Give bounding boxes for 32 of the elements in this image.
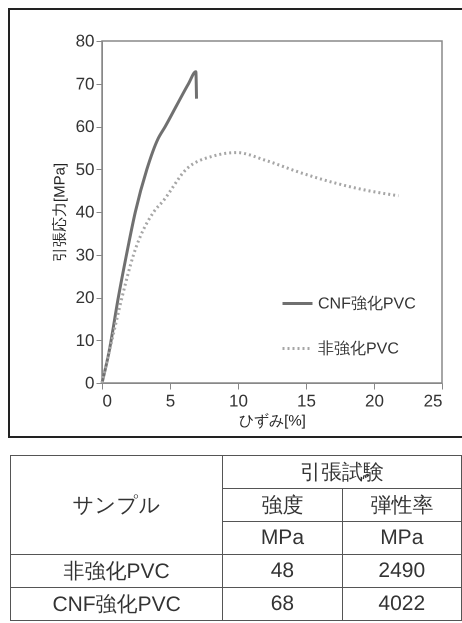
y-tick-label: 10 (76, 330, 94, 350)
x-tick-label: 0 (102, 392, 112, 410)
text: 非強化PVC (10, 554, 223, 588)
text: 2490 (342, 554, 462, 588)
text: 強度 (222, 488, 342, 522)
x-tick-label: 15 (297, 392, 316, 410)
y-tick-label: 50 (76, 160, 94, 179)
x-axis-title: ひずみ[%] (239, 412, 306, 430)
text: CNF強化PVC (10, 588, 223, 620)
y-tick-label: 30 (76, 245, 94, 264)
line-series (100, 70, 198, 384)
x-tick-label: 5 (166, 392, 176, 410)
y-tick-label: 0 (85, 374, 94, 392)
text: 4022 (342, 588, 462, 620)
x-tick-label: 25 (424, 392, 442, 410)
y-tick-label: 80 (76, 32, 94, 50)
x-tick-label: 10 (229, 392, 248, 410)
text: 引張試験 (222, 456, 462, 488)
y-tick-label: 40 (76, 202, 94, 222)
text: 弾性率 (342, 488, 462, 522)
text: 48 (222, 554, 342, 588)
legend-label: 非強化PVC (318, 340, 399, 358)
legend-label: CNF強化PVC (318, 294, 416, 312)
text: 68 (222, 588, 342, 620)
y-tick-label: 60 (76, 117, 94, 136)
y-tick-label: 70 (76, 74, 94, 94)
text: MPa (342, 522, 462, 554)
text: サンプル (10, 456, 223, 554)
x-tick-label: 20 (365, 392, 384, 410)
y-axis-title: 引張応力[MPa] (52, 162, 69, 262)
y-tick-label: 20 (76, 288, 94, 307)
text: MPa (222, 522, 342, 554)
